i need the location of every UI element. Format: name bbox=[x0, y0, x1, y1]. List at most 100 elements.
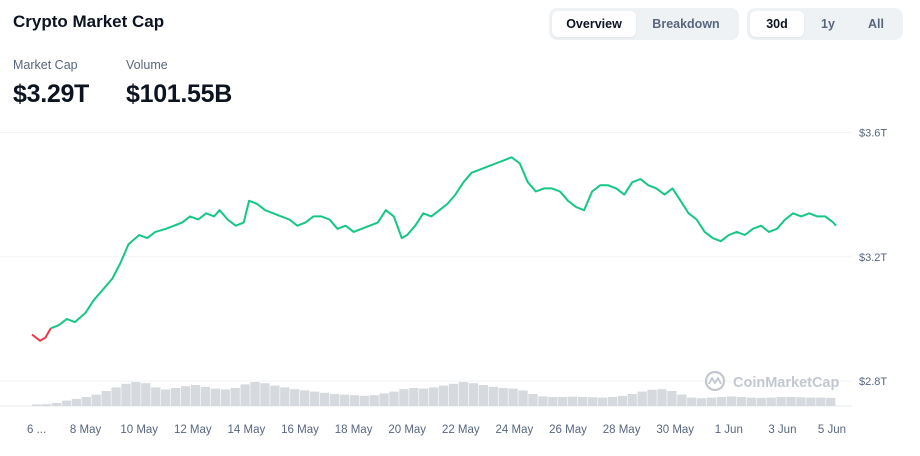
volume-bar bbox=[329, 394, 340, 406]
volume-bar bbox=[61, 400, 72, 406]
x-tick-label: 5 Jun bbox=[818, 424, 846, 436]
volume-bar bbox=[726, 396, 737, 406]
volume-bar bbox=[776, 397, 786, 406]
x-tick-label: 16 May bbox=[281, 424, 319, 436]
volume-bar bbox=[677, 394, 687, 406]
volume-bar bbox=[111, 387, 121, 406]
volume-bar bbox=[230, 388, 240, 406]
volume-bar bbox=[32, 404, 42, 406]
x-tick-label: 20 May bbox=[388, 424, 426, 436]
volume-bar bbox=[121, 383, 131, 406]
volume-bar bbox=[756, 397, 766, 406]
volume-bar bbox=[697, 398, 707, 406]
x-tick-label: 1 Jun bbox=[715, 424, 743, 436]
y-axis-ticks: $3.6T $3.2T $2.8T bbox=[859, 127, 887, 388]
volume-bar bbox=[190, 385, 201, 406]
y-tick-label: $2.8T bbox=[859, 376, 887, 388]
volume-bar bbox=[538, 396, 548, 406]
market-cap-chart[interactable]: CoinMarketCap $3.6T $3.2T $2.8T 6 ... 8 May… bbox=[0, 120, 920, 440]
coinmarketcap-watermark: CoinMarketCap bbox=[704, 370, 839, 392]
x-tick-label: 24 May bbox=[496, 424, 534, 436]
view-toggle: Overview Breakdown bbox=[549, 8, 739, 40]
volume-bar bbox=[488, 386, 498, 406]
volume-bar bbox=[548, 397, 558, 406]
volume-bar bbox=[786, 397, 796, 406]
page-title: Crypto Market Cap bbox=[13, 12, 165, 31]
volume-bar bbox=[71, 398, 82, 406]
volume-bar bbox=[796, 397, 806, 406]
tab-breakdown[interactable]: Breakdown bbox=[652, 17, 720, 31]
volume-bar bbox=[826, 397, 836, 406]
volume-bar bbox=[617, 395, 627, 406]
volume-bar bbox=[637, 391, 647, 406]
x-axis-ticks: 6 ... 8 May 10 May 12 May 14 May 16 May 18 May… bbox=[27, 424, 846, 436]
volume-bar bbox=[220, 389, 230, 406]
volume-bar bbox=[706, 397, 717, 406]
range-toggle: 30d 1y All bbox=[747, 8, 903, 40]
x-tick-label: 10 May bbox=[120, 424, 158, 436]
volume-bar bbox=[409, 388, 419, 406]
volume-bar bbox=[558, 397, 568, 406]
volume-bar bbox=[240, 384, 250, 406]
grid-lines bbox=[0, 131, 852, 407]
y-tick-label: $3.2T bbox=[859, 252, 887, 264]
volume-bar bbox=[170, 388, 181, 406]
range-all-button[interactable]: All bbox=[868, 17, 884, 31]
x-tick-label: 18 May bbox=[335, 424, 373, 436]
volume-bar bbox=[51, 403, 62, 406]
volume-bar bbox=[141, 383, 151, 406]
volume-bar bbox=[508, 388, 518, 406]
volume-bar bbox=[300, 390, 310, 406]
watermark-text: CoinMarketCap bbox=[733, 375, 839, 391]
volume-bar bbox=[448, 383, 459, 406]
volume-bar bbox=[101, 391, 111, 406]
volume-bar bbox=[716, 397, 727, 406]
volume-bar bbox=[41, 404, 52, 406]
volume-bar bbox=[647, 389, 657, 406]
volume-bar bbox=[597, 397, 608, 406]
volume-bar bbox=[816, 397, 826, 406]
price-line-up bbox=[50, 156, 837, 330]
x-tick-label: 14 May bbox=[228, 424, 266, 436]
market-cap-value: $3.29T bbox=[13, 80, 90, 108]
volume-bar bbox=[468, 383, 479, 406]
price-line-down bbox=[31, 327, 52, 342]
volume-bar bbox=[131, 382, 141, 406]
x-tick-label: 30 May bbox=[656, 424, 694, 436]
volume-bar bbox=[667, 391, 677, 406]
volume-bar bbox=[369, 395, 379, 406]
volume-bar bbox=[210, 388, 220, 406]
volume-bar bbox=[746, 397, 756, 406]
volume-bar bbox=[627, 394, 637, 406]
x-tick-label: 22 May bbox=[442, 424, 480, 436]
volume-bar bbox=[429, 387, 439, 406]
volume-bar bbox=[419, 388, 429, 406]
x-tick-label: 8 May bbox=[70, 424, 102, 436]
volume-bar bbox=[568, 396, 578, 406]
x-tick-label: 3 Jun bbox=[768, 424, 796, 436]
volume-bar bbox=[657, 389, 667, 406]
volume-bar bbox=[577, 397, 588, 406]
volume-bar bbox=[528, 394, 538, 406]
volume-bar bbox=[151, 387, 161, 406]
market-cap-stat: Market Cap $3.29T bbox=[13, 58, 89, 109]
range-1y-button[interactable]: 1y bbox=[821, 17, 835, 31]
x-tick-label: 26 May bbox=[549, 424, 587, 436]
volume-bar bbox=[359, 395, 369, 406]
volume-value: $101.55B bbox=[126, 80, 233, 108]
range-30d-button[interactable]: 30d bbox=[750, 11, 804, 37]
volume-bar bbox=[498, 388, 508, 406]
volume-bar bbox=[81, 397, 91, 406]
volume-bar bbox=[349, 395, 359, 406]
volume-bar bbox=[518, 390, 528, 406]
volume-stat: Volume $101.55B bbox=[126, 58, 232, 109]
x-tick-label: 28 May bbox=[603, 424, 641, 436]
volume-bar bbox=[91, 394, 101, 406]
tab-overview[interactable]: Overview bbox=[552, 11, 636, 37]
volume-bar bbox=[250, 382, 260, 406]
x-tick-label: 12 May bbox=[174, 424, 212, 436]
volume-label: Volume bbox=[126, 58, 168, 72]
volume-bar bbox=[290, 389, 300, 406]
volume-bar bbox=[766, 397, 776, 406]
volume-bar bbox=[438, 385, 449, 406]
